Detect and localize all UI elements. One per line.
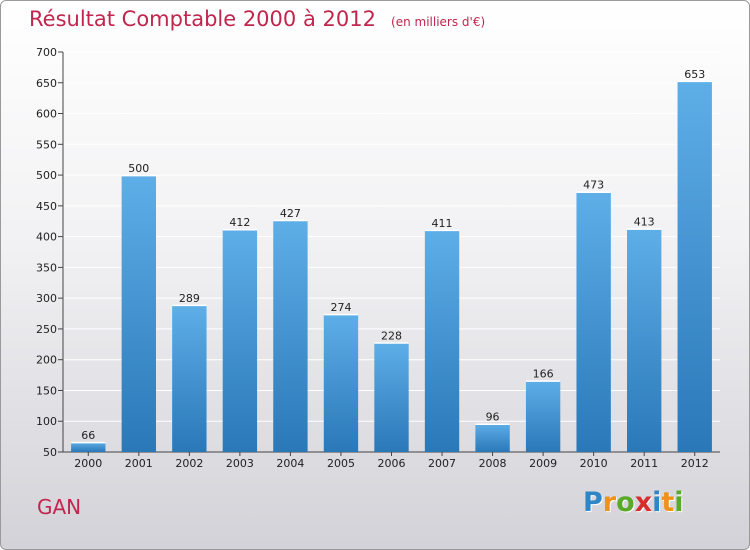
y-tick-label: 650 [36, 77, 57, 90]
x-tick-label: 2006 [378, 457, 406, 470]
y-tick-label: 150 [36, 384, 57, 397]
x-tick-label: 2003 [226, 457, 254, 470]
x-tick-label: 2008 [479, 457, 507, 470]
x-tick-label: 2012 [681, 457, 709, 470]
y-tick-label: 700 [36, 46, 57, 59]
x-tick-label: 2009 [529, 457, 557, 470]
data-label: 653 [684, 68, 705, 81]
y-tick-label: 500 [36, 169, 57, 182]
data-label: 166 [533, 368, 554, 381]
logo-letter: t [661, 487, 675, 518]
x-tick-label: 2002 [175, 457, 203, 470]
x-tick-label: 2000 [74, 457, 102, 470]
bar [71, 442, 106, 452]
x-tick-label: 2005 [327, 457, 355, 470]
x-tick-label: 2004 [276, 457, 304, 470]
bar [525, 380, 561, 452]
data-label: 411 [432, 217, 453, 230]
y-tick-label: 600 [36, 108, 57, 121]
data-label: 473 [583, 179, 604, 192]
data-labels: 66 500 289 412 427 274 228 411 96 166 473 413 653 [81, 68, 705, 442]
bar [121, 175, 156, 453]
bar [172, 304, 207, 452]
axes: 50 100 150 200 250 300 350 400 450 500 550 600 650 70… [36, 46, 720, 470]
bar [576, 191, 611, 452]
y-tick-label: 450 [36, 200, 57, 213]
x-tick-label: 2001 [125, 457, 153, 470]
logo-letter: r [602, 487, 617, 518]
y-tick-label: 100 [36, 415, 57, 428]
logo-letter: i [674, 487, 684, 518]
data-label: 412 [229, 216, 250, 229]
bar [323, 314, 359, 452]
x-tick-label: 2011 [630, 457, 658, 470]
logo-letter: P [583, 487, 603, 518]
data-label: 66 [81, 429, 95, 442]
y-tick-label: 50 [43, 446, 57, 459]
x-tick-label: 2010 [580, 457, 608, 470]
commune-name: GAN [37, 495, 82, 519]
y-tick-label: 250 [36, 323, 57, 336]
bar [222, 229, 258, 452]
bar [273, 220, 308, 452]
bar [677, 80, 712, 452]
data-label: 96 [486, 411, 500, 424]
logo-letter: i [652, 487, 662, 518]
bar [374, 342, 409, 452]
logo-letter: o [616, 487, 635, 518]
bars [71, 80, 712, 453]
title-unit: (en milliers d'€) [391, 15, 486, 29]
y-tick-label: 400 [36, 231, 57, 244]
data-label: 427 [280, 207, 301, 220]
bar [424, 229, 460, 452]
data-label: 413 [634, 216, 655, 229]
data-label: 274 [330, 301, 351, 314]
proxiti-logo: Proxiti [583, 487, 684, 518]
y-tick-label: 550 [36, 138, 57, 151]
y-tick-label: 300 [36, 292, 57, 305]
logo-letter: x [634, 487, 653, 518]
data-label: 228 [381, 329, 402, 342]
y-tick-label: 350 [36, 261, 57, 274]
y-tick-label: 200 [36, 354, 57, 367]
title-text: Résultat Comptable 2000 à 2012 [29, 7, 376, 31]
x-tick-label: 2007 [428, 457, 456, 470]
bar [475, 423, 510, 452]
chart-title: Résultat Comptable 2000 à 2012 (en milli… [29, 7, 485, 31]
data-label: 500 [128, 162, 149, 175]
data-label: 289 [179, 292, 200, 305]
bar [627, 228, 662, 452]
